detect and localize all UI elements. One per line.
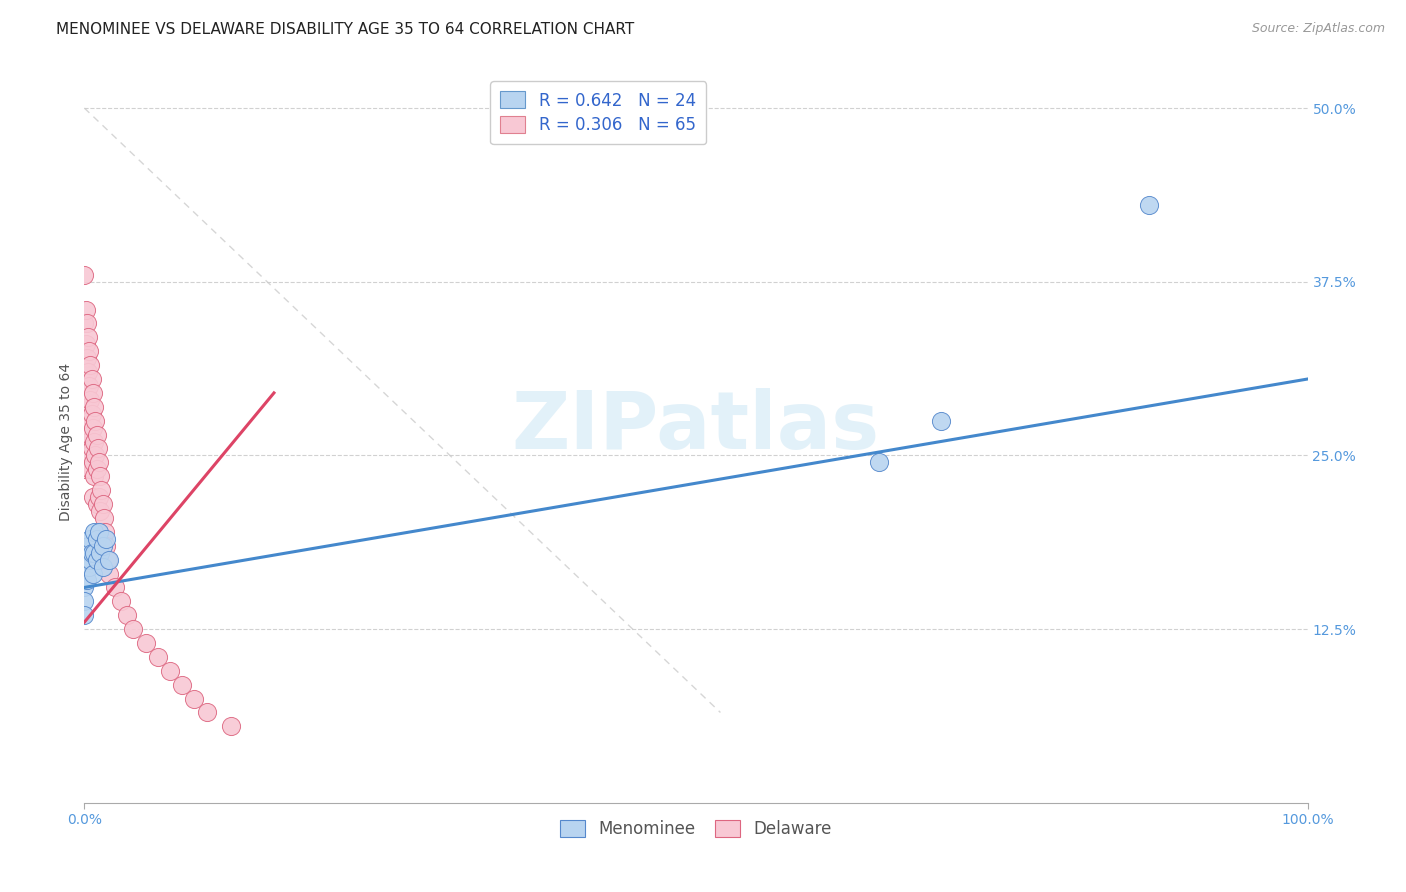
Point (159, 664, 181, 678)
Point (97, 552, 120, 566)
Point (89, 504, 111, 518)
Point (93, 511, 115, 525)
Point (83, 524, 105, 539)
Point (219, 719, 242, 733)
Point (80, 372, 103, 386)
Point (83, 469, 105, 483)
Point (87, 524, 110, 539)
Point (80, 407, 103, 421)
Point (77, 539, 100, 553)
Point (75, 337, 97, 351)
Point (82, 490, 104, 504)
Point (96, 539, 118, 553)
Point (869, 455, 891, 469)
Point (104, 581, 127, 595)
Point (91, 539, 114, 553)
Text: MENOMINEE VS DELAWARE DISABILITY AGE 35 TO 64 CORRELATION CHART: MENOMINEE VS DELAWARE DISABILITY AGE 35 … (56, 22, 634, 37)
Point (79, 358, 101, 372)
Point (83, 434, 105, 449)
Point (76, 385, 98, 400)
Point (73, 427, 96, 442)
Point (94, 524, 117, 539)
Point (146, 649, 169, 664)
Text: Source: ZipAtlas.com: Source: ZipAtlas.com (1251, 22, 1385, 36)
Point (1137, 198, 1160, 212)
Point (73, 358, 96, 372)
Point (86, 552, 108, 566)
Point (183, 691, 205, 706)
Point (79, 392, 101, 407)
Point (76, 574, 98, 588)
Point (86, 532, 108, 546)
Point (82, 455, 104, 469)
Point (73, 608, 96, 623)
Point (73, 317, 96, 331)
Point (87, 455, 110, 469)
Point (73, 581, 96, 595)
Point (90, 483, 112, 498)
Point (89, 546, 111, 560)
Point (87, 442, 110, 456)
Point (91, 559, 114, 574)
Point (77, 400, 100, 414)
Point (77, 330, 100, 344)
Point (97, 552, 120, 566)
Point (77, 414, 100, 428)
Point (75, 302, 97, 317)
Point (91, 532, 114, 546)
Point (77, 365, 100, 379)
Point (77, 449, 100, 463)
Point (83, 400, 105, 414)
Point (73, 392, 96, 407)
Point (79, 532, 101, 546)
Point (97, 566, 120, 581)
Point (122, 622, 145, 636)
Point (86, 462, 108, 476)
Point (91, 497, 114, 511)
Point (79, 552, 101, 566)
Y-axis label: Disability Age 35 to 64: Disability Age 35 to 64 (59, 362, 73, 521)
Point (135, 636, 157, 650)
Point (115, 608, 138, 623)
Legend: Menominee, Delaware: Menominee, Delaware (553, 814, 839, 845)
Point (86, 497, 108, 511)
Point (195, 706, 218, 720)
Point (96, 532, 118, 546)
Point (77, 559, 100, 574)
Point (77, 379, 100, 393)
Point (77, 434, 100, 449)
Point (76, 420, 98, 434)
Point (77, 344, 100, 359)
Point (75, 372, 97, 386)
Point (76, 317, 98, 331)
Point (76, 351, 98, 366)
Point (84, 449, 107, 463)
Point (80, 546, 103, 560)
Point (82, 420, 104, 434)
Point (82, 385, 104, 400)
Point (80, 442, 103, 456)
Point (73, 462, 96, 476)
Point (79, 427, 101, 442)
Point (172, 678, 194, 692)
Point (82, 566, 104, 581)
Point (86, 427, 108, 442)
Point (79, 462, 101, 476)
Text: ZIPatlas: ZIPatlas (512, 388, 880, 467)
Point (929, 414, 952, 428)
Point (73, 268, 96, 282)
Point (89, 469, 111, 483)
Point (75, 407, 97, 421)
Point (110, 594, 132, 608)
Point (84, 414, 107, 428)
Point (73, 594, 96, 608)
Point (76, 552, 98, 566)
Point (83, 546, 105, 560)
Point (87, 490, 110, 504)
